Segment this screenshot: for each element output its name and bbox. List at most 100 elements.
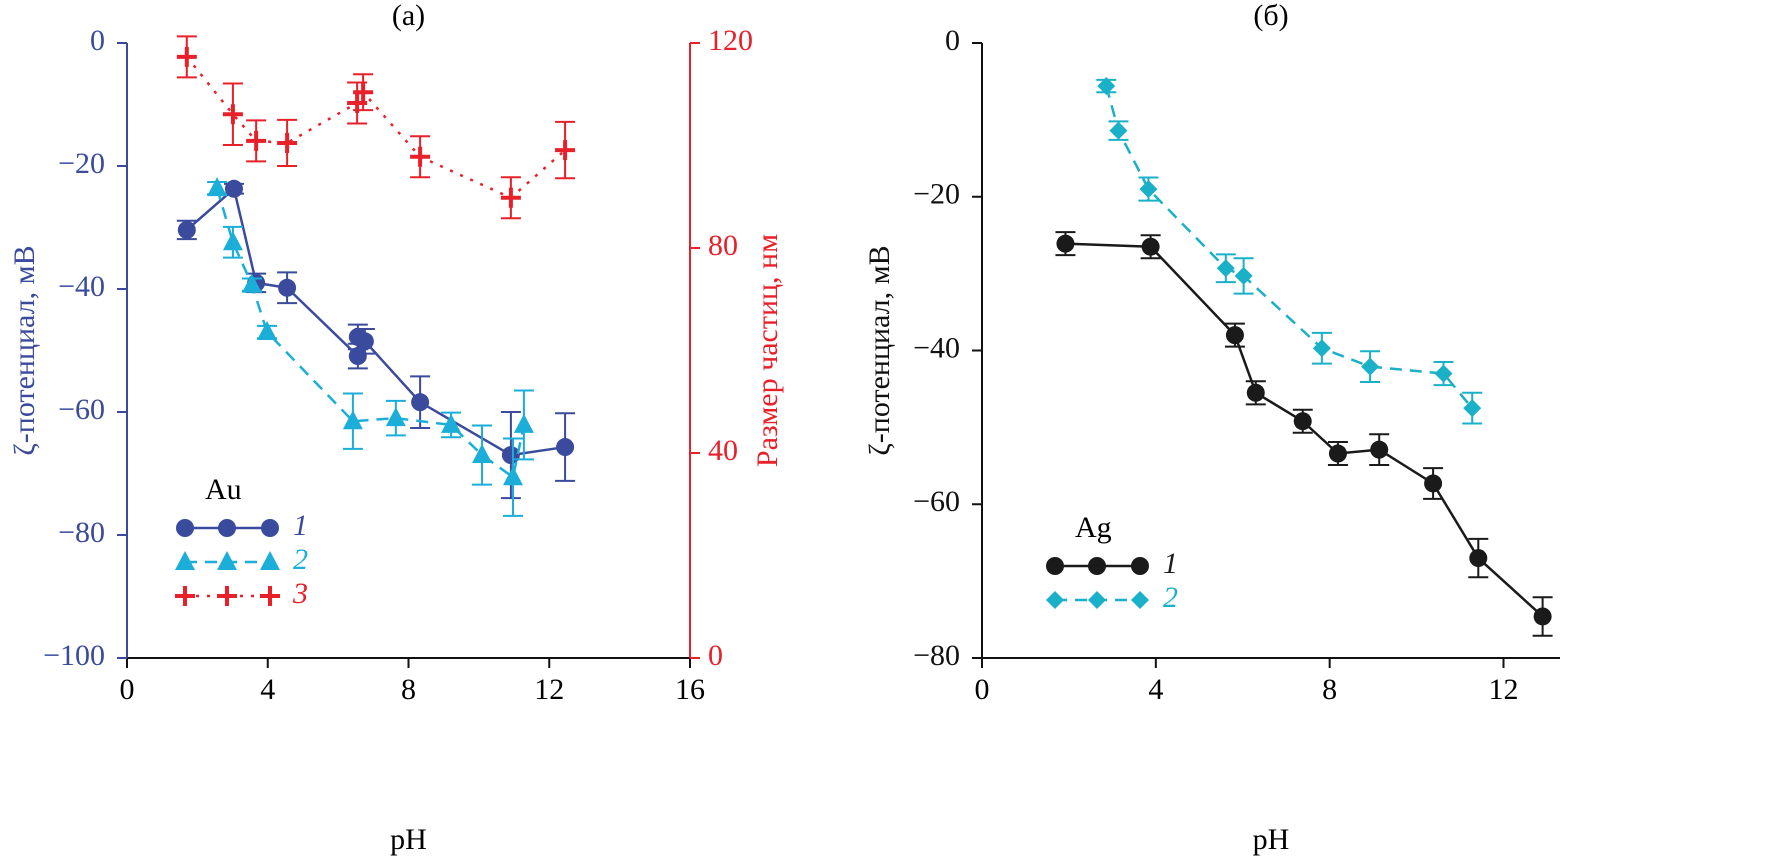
marker [278, 278, 297, 297]
marker [1216, 259, 1235, 278]
x-axis-label: pH [390, 823, 427, 856]
marker [500, 187, 521, 208]
marker [1246, 383, 1265, 402]
marker [1139, 180, 1158, 199]
marker [1097, 77, 1116, 96]
marker [222, 231, 243, 251]
y-tick-label: −60 [58, 393, 105, 426]
y-tick-label: −20 [58, 147, 105, 180]
marker [1131, 557, 1149, 575]
legend-label: 1 [1163, 547, 1178, 580]
marker [555, 140, 576, 161]
y2-axis-label: Размер частиц, нм [751, 234, 784, 467]
marker [1469, 549, 1488, 568]
marker [246, 130, 267, 151]
legend-label: 3 [292, 577, 308, 610]
marker [1109, 121, 1128, 140]
marker [1234, 266, 1253, 285]
marker [410, 146, 431, 167]
x-tick-label: 12 [1489, 673, 1519, 706]
x-tick-label: 0 [120, 673, 135, 706]
marker [1424, 474, 1443, 493]
marker [1370, 440, 1389, 459]
x-tick-label: 4 [260, 673, 275, 706]
marker [353, 82, 374, 103]
marker [1434, 364, 1453, 383]
marker [348, 347, 367, 366]
y2-tick-label: 40 [708, 434, 738, 467]
marker [1328, 444, 1347, 463]
x-tick-label: 8 [1322, 673, 1337, 706]
y2-tick-label: 120 [708, 24, 753, 57]
marker [176, 519, 194, 537]
y-axis-label: ζ-потенциал, мВ [863, 245, 896, 455]
y-tick-label: −80 [913, 639, 960, 672]
chart-title: (a) [392, 0, 425, 32]
marker [175, 551, 195, 570]
marker [1533, 607, 1552, 626]
marker [217, 586, 237, 606]
marker [177, 220, 196, 239]
y-tick-label: −60 [913, 485, 960, 518]
y-tick-label: −100 [43, 639, 105, 672]
series-line [185, 186, 566, 457]
marker [1131, 591, 1149, 609]
y2-tick-label: 0 [708, 639, 723, 672]
chart-title: (б) [1253, 0, 1288, 32]
x-tick-label: 16 [675, 673, 705, 706]
marker [218, 519, 236, 537]
marker [175, 586, 195, 606]
marker [342, 410, 363, 430]
marker [1046, 591, 1064, 609]
marker [217, 551, 237, 570]
marker [260, 586, 280, 606]
marker [472, 444, 493, 464]
marker [241, 273, 262, 293]
x-axis-label: pH [1253, 823, 1290, 856]
marker [176, 46, 197, 67]
marker [1046, 557, 1064, 575]
marker [501, 446, 520, 465]
y-tick-label: −40 [913, 331, 960, 364]
marker [1088, 557, 1106, 575]
marker [556, 438, 575, 457]
series-line [1105, 85, 1474, 409]
marker [1056, 234, 1075, 253]
marker [261, 519, 279, 537]
marker [1361, 357, 1380, 376]
y2-tick-label: 80 [708, 229, 738, 262]
marker [277, 132, 298, 153]
marker [503, 466, 524, 486]
legend-label: 2 [1163, 581, 1178, 614]
marker [441, 413, 462, 433]
marker [224, 179, 243, 198]
y-axis-label: ζ-потенциал, мВ [8, 245, 41, 455]
series-line [1065, 242, 1544, 618]
x-tick-label: 0 [975, 673, 990, 706]
marker [1225, 326, 1244, 345]
marker [257, 321, 278, 341]
marker [207, 177, 228, 197]
marker [1088, 591, 1106, 609]
marker [411, 393, 430, 412]
x-tick-label: 12 [534, 673, 564, 706]
marker [260, 551, 280, 570]
marker [1141, 237, 1160, 256]
marker [1312, 339, 1331, 358]
marker [385, 407, 406, 427]
legend-title: Ag [1075, 511, 1112, 544]
legend-title: Au [205, 473, 242, 506]
legend-label: 2 [293, 543, 308, 576]
marker [355, 332, 374, 351]
x-tick-label: 8 [401, 673, 416, 706]
y-tick-label: −80 [58, 516, 105, 549]
marker [1293, 412, 1312, 431]
marker [222, 104, 243, 125]
x-tick-label: 4 [1148, 673, 1163, 706]
marker [513, 413, 534, 433]
marker [1463, 399, 1482, 418]
y-tick-label: 0 [945, 24, 960, 57]
y-tick-label: 0 [90, 24, 105, 57]
legend-label: 1 [293, 509, 308, 542]
